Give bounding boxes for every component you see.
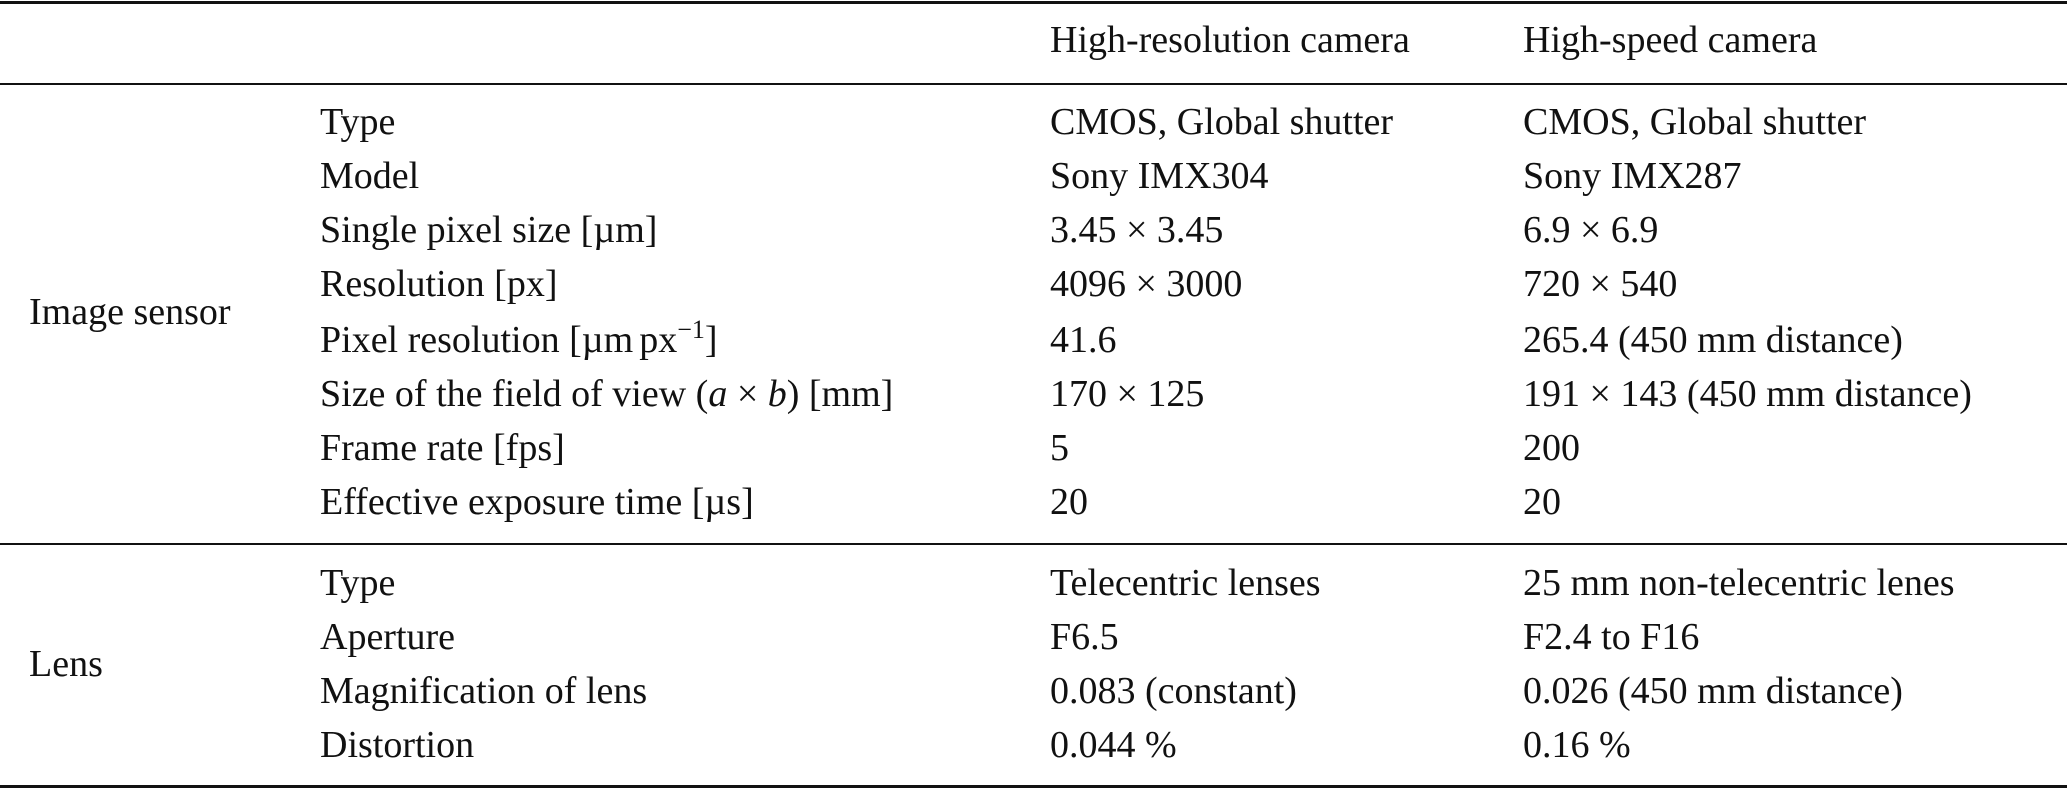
value-hr-lens-type: Telecentric lenses — [1050, 562, 1321, 604]
value-hs-field-of-view: 191 × 143 (450 mm distance) — [1523, 373, 1972, 415]
value-hr-pixel-resolution: 41.6 — [1050, 319, 1117, 361]
bottom-rule — [0, 785, 2067, 788]
value-hs-aperture: F2.4 to F16 — [1523, 616, 1700, 658]
group-image-sensor: Image sensor — [29, 291, 231, 333]
param-exposure-time: Effective exposure time [µs] — [320, 481, 754, 523]
pixel-resolution-exponent: −1 — [677, 315, 705, 344]
header-rule — [0, 83, 2067, 85]
group-lens: Lens — [29, 643, 103, 685]
value-hs-resolution: 720 × 540 — [1523, 263, 1678, 305]
value-hr-frame-rate: 5 — [1050, 427, 1069, 469]
param-frame-rate: Frame rate [fps] — [320, 427, 565, 469]
value-hr-sensor-model: Sony IMX304 — [1050, 155, 1269, 197]
param-single-pixel-size: Single pixel size [µm] — [320, 209, 658, 251]
header-high-resolution-camera: High-resolution camera — [1050, 19, 1410, 61]
fov-prefix: Size of the field of view ( — [320, 373, 709, 415]
value-hr-exposure-time: 20 — [1050, 481, 1088, 523]
value-hr-magnification: 0.083 (constant) — [1050, 670, 1297, 712]
value-hs-exposure-time: 20 — [1523, 481, 1561, 523]
param-field-of-view: Size of the field of view (a × b) [mm] — [320, 367, 893, 421]
value-hs-pixel-resolution: 265.4 (450 mm distance) — [1523, 319, 1903, 361]
value-hs-sensor-type: CMOS, Global shutter — [1523, 101, 1867, 143]
value-hs-magnification: 0.026 (450 mm distance) — [1523, 670, 1903, 712]
param-sensor-model: Model — [320, 155, 420, 197]
value-hr-aperture: F6.5 — [1050, 616, 1119, 658]
param-magnification: Magnification of lens — [320, 670, 648, 712]
pixel-resolution-suffix: ] — [704, 319, 718, 361]
value-hs-frame-rate: 200 — [1523, 427, 1580, 469]
param-sensor-type: Type — [320, 101, 396, 143]
value-hs-distortion: 0.16 % — [1523, 724, 1631, 766]
value-hs-lens-type: 25 mm non-telecentric lenes — [1523, 562, 1955, 604]
top-rule — [0, 1, 2067, 4]
param-distortion: Distortion — [320, 724, 475, 766]
value-hr-field-of-view: 170 × 125 — [1050, 373, 1205, 415]
header-high-speed-camera: High-speed camera — [1523, 19, 1818, 61]
fov-times: × — [727, 373, 768, 415]
value-hr-sensor-type: CMOS, Global shutter — [1050, 101, 1394, 143]
param-resolution: Resolution [px] — [320, 263, 558, 305]
fov-b: b — [767, 373, 787, 415]
param-aperture: Aperture — [320, 616, 456, 658]
section-divider-rule — [0, 543, 2067, 545]
value-hs-single-pixel-size: 6.9 × 6.9 — [1523, 209, 1659, 251]
value-hs-sensor-model: Sony IMX287 — [1523, 155, 1742, 197]
value-hr-resolution: 4096 × 3000 — [1050, 263, 1243, 305]
param-pixel-resolution: Pixel resolution [µm px−1] — [320, 313, 718, 367]
fov-a: a — [708, 373, 728, 415]
value-hr-single-pixel-size: 3.45 × 3.45 — [1050, 209, 1224, 251]
pixel-resolution-unit: px — [639, 319, 678, 361]
fov-suffix: ) [mm] — [786, 373, 894, 415]
param-lens-type: Type — [320, 562, 396, 604]
pixel-resolution-prefix: Pixel resolution [µm — [320, 319, 634, 361]
value-hr-distortion: 0.044 % — [1050, 724, 1177, 766]
